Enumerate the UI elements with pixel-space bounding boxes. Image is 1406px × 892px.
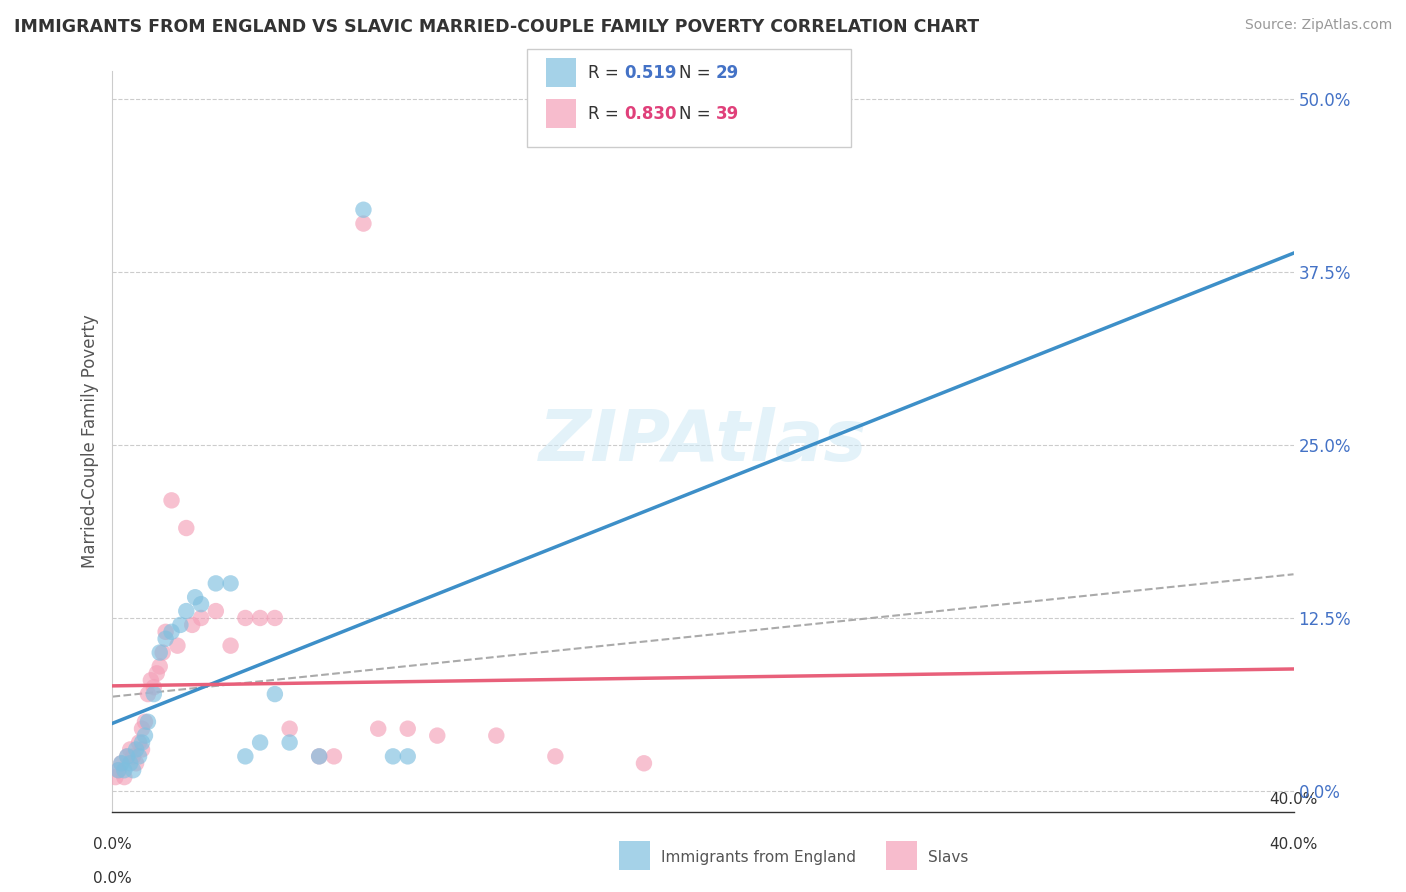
- Point: [160, 624, 183, 639]
- Text: 0.519: 0.519: [624, 64, 676, 82]
- Text: 29: 29: [716, 64, 740, 82]
- Point: [166, 639, 188, 653]
- Point: [120, 756, 142, 771]
- Point: [485, 729, 508, 743]
- Point: [190, 597, 212, 611]
- Text: Source: ZipAtlas.com: Source: ZipAtlas.com: [1244, 18, 1392, 32]
- Y-axis label: Married-Couple Family Poverty: Married-Couple Family Poverty: [80, 315, 98, 568]
- Point: [174, 604, 197, 618]
- Point: [352, 202, 374, 217]
- Point: [181, 618, 204, 632]
- Point: [131, 735, 153, 749]
- Point: [323, 749, 346, 764]
- Point: [308, 749, 330, 764]
- Text: 0.0%: 0.0%: [93, 837, 132, 852]
- Point: [128, 749, 150, 764]
- Point: [278, 722, 301, 736]
- Point: [205, 604, 228, 618]
- Point: [142, 680, 165, 694]
- Point: [125, 756, 148, 771]
- Text: 0.830: 0.830: [624, 105, 676, 123]
- Text: 40.0%: 40.0%: [1270, 792, 1317, 807]
- Point: [155, 624, 177, 639]
- Text: N =: N =: [679, 105, 716, 123]
- Point: [136, 714, 159, 729]
- Point: [117, 749, 138, 764]
- Point: [233, 611, 256, 625]
- Text: 0.0%: 0.0%: [93, 871, 132, 886]
- Point: [136, 687, 159, 701]
- Point: [134, 714, 156, 729]
- Text: ZIPAtlas: ZIPAtlas: [538, 407, 868, 476]
- Point: [544, 749, 567, 764]
- Point: [149, 646, 172, 660]
- Point: [249, 611, 271, 625]
- Point: [278, 735, 301, 749]
- Point: [155, 632, 177, 646]
- Point: [308, 749, 330, 764]
- Text: 40.0%: 40.0%: [1270, 837, 1317, 852]
- Point: [131, 722, 153, 736]
- Point: [110, 756, 132, 771]
- Point: [426, 729, 449, 743]
- Point: [146, 666, 169, 681]
- Point: [219, 639, 242, 653]
- Point: [174, 521, 197, 535]
- Point: [122, 749, 145, 764]
- Text: Immigrants from England: Immigrants from England: [661, 850, 856, 864]
- Point: [382, 749, 405, 764]
- Text: R =: R =: [588, 105, 624, 123]
- Text: N =: N =: [679, 64, 716, 82]
- Point: [396, 749, 419, 764]
- Point: [149, 659, 172, 673]
- Point: [184, 591, 207, 605]
- Point: [107, 763, 129, 777]
- Point: [122, 763, 145, 777]
- Point: [152, 646, 174, 660]
- Point: [160, 493, 183, 508]
- Point: [134, 729, 156, 743]
- Text: 39: 39: [716, 105, 740, 123]
- Point: [233, 749, 256, 764]
- Point: [142, 687, 165, 701]
- Point: [125, 742, 148, 756]
- Point: [128, 735, 150, 749]
- Text: R =: R =: [588, 64, 624, 82]
- Point: [264, 611, 287, 625]
- Point: [107, 763, 129, 777]
- Point: [112, 770, 135, 784]
- Point: [104, 770, 127, 784]
- Point: [169, 618, 191, 632]
- Point: [120, 742, 142, 756]
- Point: [131, 742, 153, 756]
- Point: [190, 611, 212, 625]
- Point: [264, 687, 287, 701]
- Point: [367, 722, 389, 736]
- Text: Slavs: Slavs: [928, 850, 969, 864]
- Point: [249, 735, 271, 749]
- Point: [139, 673, 162, 688]
- Point: [112, 763, 135, 777]
- Point: [352, 217, 374, 231]
- Point: [219, 576, 242, 591]
- Point: [396, 722, 419, 736]
- Point: [117, 749, 138, 764]
- Text: IMMIGRANTS FROM ENGLAND VS SLAVIC MARRIED-COUPLE FAMILY POVERTY CORRELATION CHAR: IMMIGRANTS FROM ENGLAND VS SLAVIC MARRIE…: [14, 18, 979, 36]
- Point: [110, 756, 132, 771]
- Point: [633, 756, 655, 771]
- Point: [205, 576, 228, 591]
